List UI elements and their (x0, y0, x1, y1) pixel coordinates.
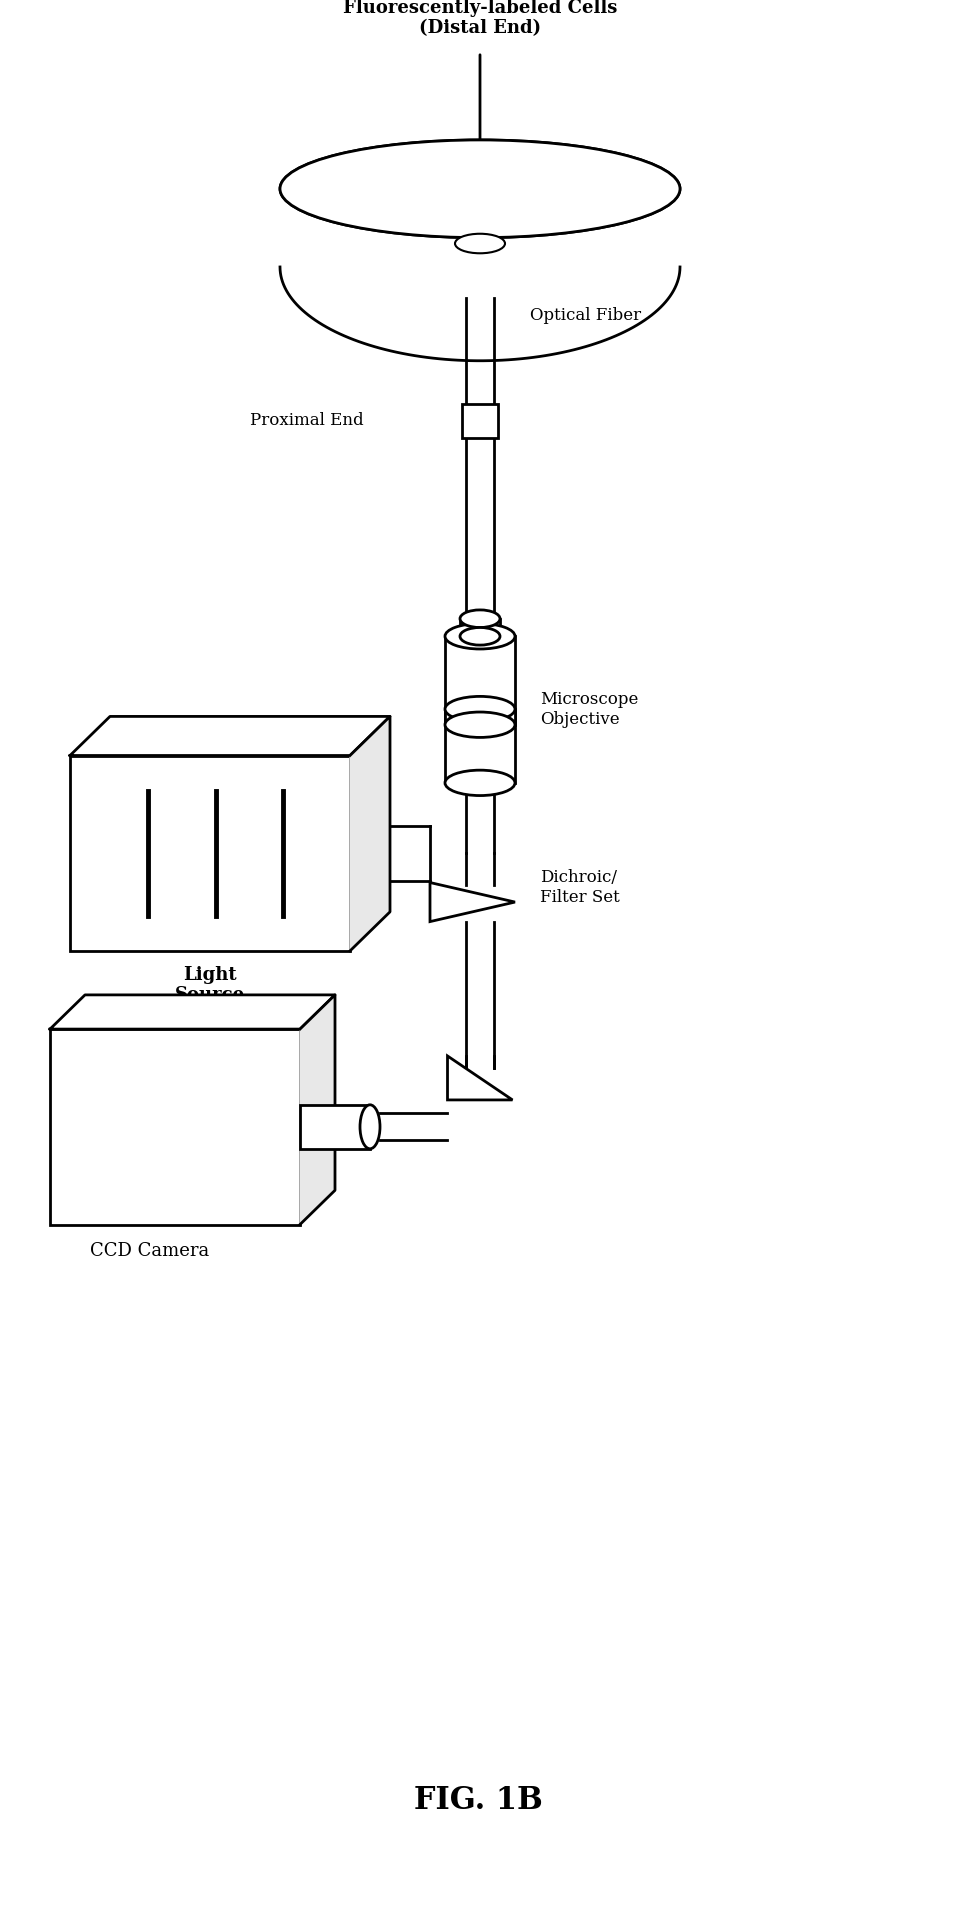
Ellipse shape (445, 696, 515, 721)
Ellipse shape (460, 627, 500, 646)
Polygon shape (350, 717, 390, 951)
Text: CCD Camera: CCD Camera (91, 1242, 209, 1261)
Bar (70, 756, 350, 951)
Bar (445, 636, 515, 783)
Text: Fluorescently-labeled Cells
(Distal End): Fluorescently-labeled Cells (Distal End) (343, 0, 618, 37)
Text: Optical Fiber: Optical Fiber (530, 307, 641, 324)
Bar (462, 403, 498, 438)
Text: FIG. 1B: FIG. 1B (414, 1785, 542, 1816)
Ellipse shape (455, 233, 505, 253)
Ellipse shape (445, 769, 515, 796)
Polygon shape (70, 717, 390, 756)
Bar (460, 619, 500, 636)
Ellipse shape (445, 623, 515, 650)
Text: Proximal End: Proximal End (250, 413, 363, 430)
Text: Microscope
Objective: Microscope Objective (540, 692, 639, 729)
Bar (445, 710, 515, 725)
Text: Light
Source: Light Source (175, 966, 245, 1004)
Polygon shape (430, 883, 515, 922)
Ellipse shape (280, 141, 680, 237)
Ellipse shape (445, 711, 515, 736)
Text: Dichroic/
Filter Set: Dichroic/ Filter Set (540, 870, 619, 906)
Ellipse shape (360, 1105, 380, 1149)
Bar (50, 1030, 300, 1224)
Bar (300, 1105, 370, 1149)
Polygon shape (447, 1057, 512, 1101)
Ellipse shape (280, 141, 680, 237)
Polygon shape (300, 995, 335, 1224)
Polygon shape (280, 266, 680, 361)
Ellipse shape (460, 609, 500, 627)
Polygon shape (50, 995, 335, 1030)
